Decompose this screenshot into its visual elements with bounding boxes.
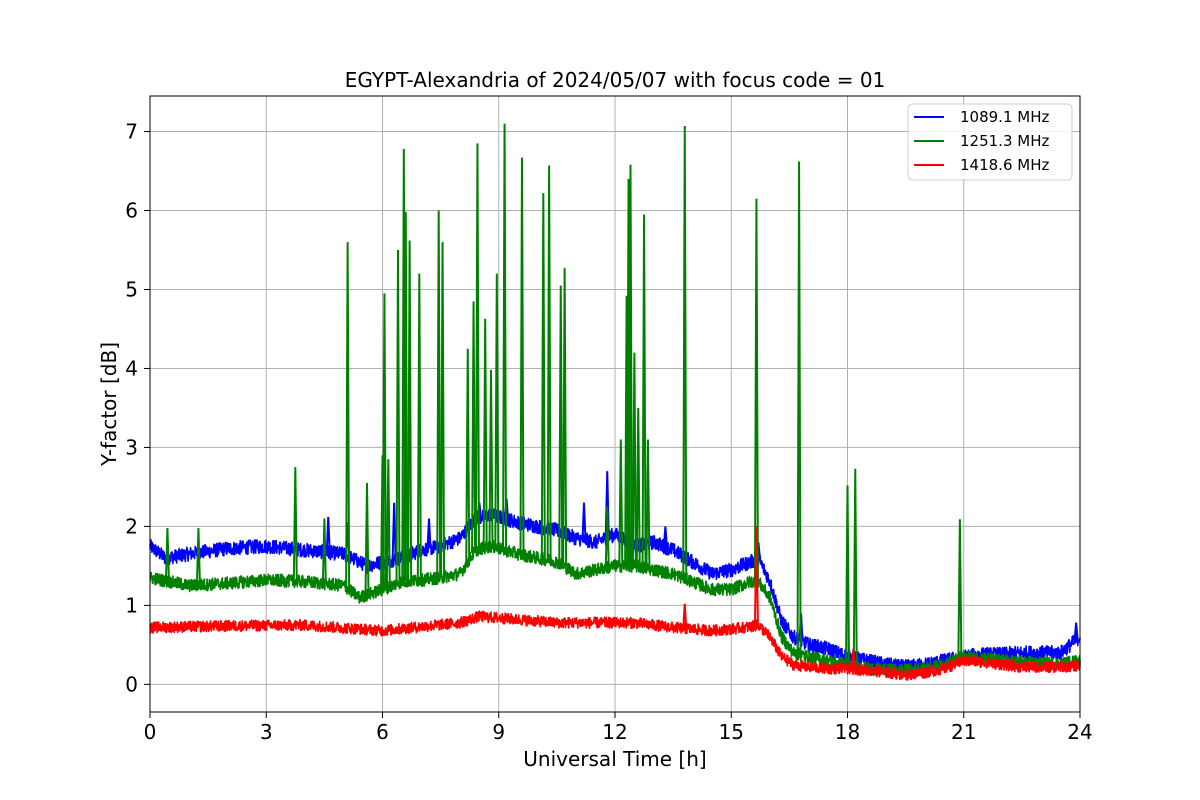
x-tick-label: 18 (835, 720, 860, 744)
series-1251-3-mhz (149, 123, 1081, 678)
series-lines (149, 123, 1081, 681)
x-tick-label: 6 (376, 720, 389, 744)
series-line (149, 539, 1081, 678)
series-spike (546, 165, 552, 561)
y-axis-title: Y-factor [dB] (97, 342, 121, 467)
series-spike (850, 648, 856, 670)
legend: 1089.1 MHz 1251.3 MHz 1418.6 MHz (907, 103, 1073, 181)
y-tick-label: 5 (125, 277, 138, 301)
series-spike (391, 502, 397, 560)
series-spike (604, 506, 610, 568)
y-tick-label: 1 (125, 593, 138, 617)
series-spike (471, 301, 477, 554)
series-spike (581, 502, 587, 540)
series-spike (558, 285, 564, 565)
y-tick-label: 3 (125, 435, 138, 459)
series-spike (753, 198, 759, 582)
series-1418-6-mhz (149, 526, 1081, 681)
series-spike (641, 214, 647, 568)
series-spike (474, 143, 480, 550)
series-spike (682, 126, 688, 579)
series-spike (482, 318, 488, 548)
legend-label: 1089.1 MHz (960, 108, 1049, 126)
x-tick-label: 15 (719, 720, 744, 744)
series-spike (1073, 622, 1079, 641)
series-spike (753, 526, 759, 626)
series-spike (957, 519, 963, 659)
x-tick-label: 0 (144, 720, 157, 744)
legend-label: 1251.3 MHz (960, 132, 1049, 150)
series-spike (488, 370, 494, 547)
legend-box (907, 103, 1073, 181)
series-spike (321, 518, 327, 584)
series-spike (845, 485, 850, 665)
y-tick-label: 4 (125, 356, 138, 380)
series-spike (645, 439, 651, 569)
series-spike (562, 268, 568, 567)
series-spike (502, 123, 508, 551)
series-spike (662, 526, 668, 548)
series-spike (195, 527, 201, 586)
series-spike (403, 212, 409, 582)
y-tick-label: 7 (125, 120, 138, 144)
series-spike (164, 527, 170, 582)
x-tick-label: 3 (260, 720, 273, 744)
series-spike (416, 273, 422, 581)
series-spike (436, 210, 442, 578)
series-spike (796, 161, 802, 655)
series-spike (618, 439, 624, 566)
series-line (149, 610, 1081, 681)
x-tick-label: 24 (1067, 720, 1092, 744)
series-spike (325, 516, 331, 553)
y-tick-label: 0 (125, 672, 138, 696)
series-spike (385, 459, 391, 588)
series-spike (465, 348, 471, 562)
series-spike (682, 603, 688, 629)
series-spike (494, 273, 500, 548)
series-spike (852, 468, 858, 667)
series-spike (519, 157, 525, 555)
series-spike (440, 242, 446, 578)
x-axis-title: Universal Time [h] (523, 747, 706, 771)
x-tick-label: 12 (602, 720, 627, 744)
y-tick-label: 6 (125, 199, 138, 223)
y-tick-label: 2 (125, 514, 138, 538)
x-tick-label: 21 (951, 720, 976, 744)
legend-label: 1418.6 MHz (960, 156, 1049, 174)
series-spike (381, 293, 387, 589)
series-spike (628, 164, 633, 566)
series-spike (292, 467, 298, 582)
series-spike (426, 518, 432, 549)
series-spike (407, 240, 413, 582)
series-spike (635, 407, 641, 567)
series-spike (395, 249, 401, 584)
x-tick-label: 9 (492, 720, 505, 744)
series-spike (364, 482, 370, 595)
series-spike (540, 193, 546, 560)
series-spike (345, 242, 351, 589)
series-spike (631, 352, 637, 566)
chart-title: EGYPT-Alexandria of 2024/05/07 with focu… (345, 68, 886, 92)
